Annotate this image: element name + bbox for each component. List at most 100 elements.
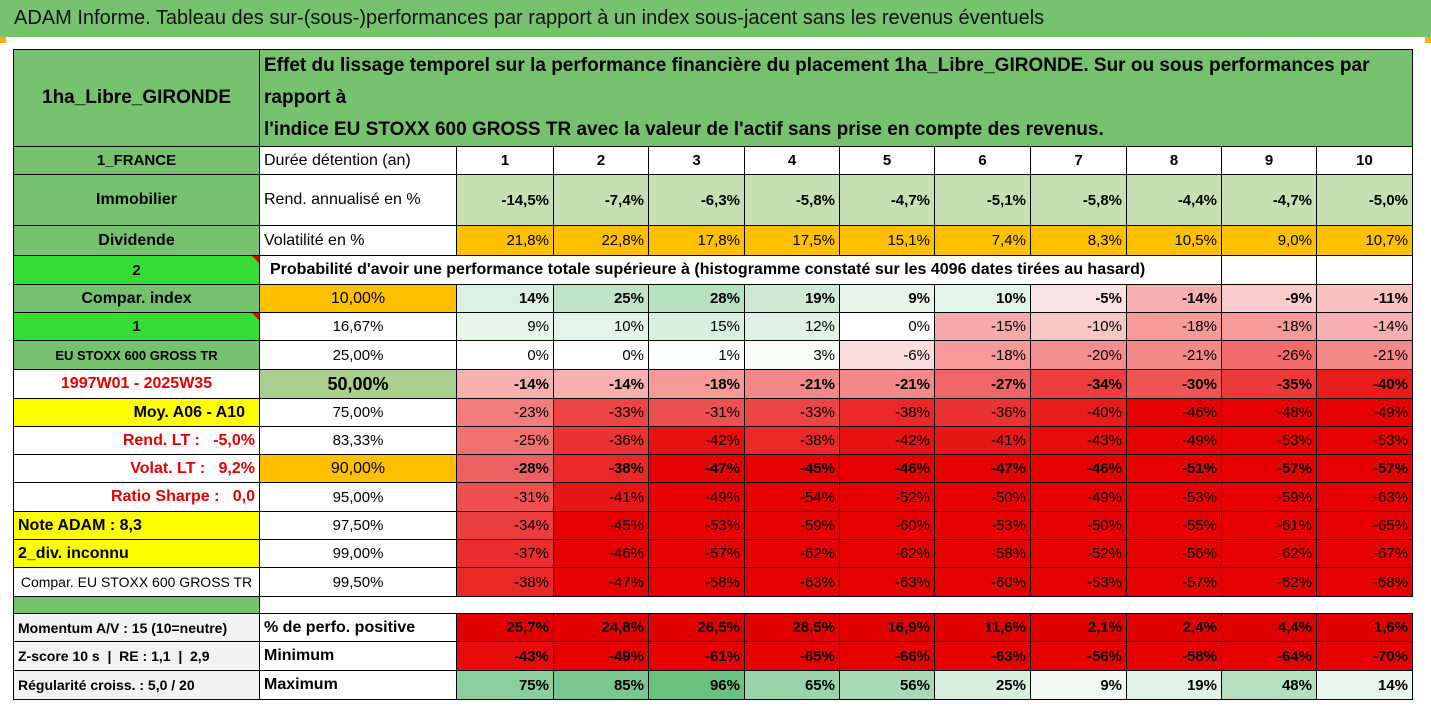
return-row: Immobilier Rend. annualisé en % -14,5% -… (13, 174, 1413, 226)
prob-cell: -46% (1126, 398, 1222, 427)
prob-cell: -53% (1126, 482, 1222, 512)
stat-cell: 65% (744, 670, 840, 700)
return-cell: -7,4% (553, 174, 649, 226)
selector-two[interactable]: 2 (13, 255, 260, 285)
stat-cell: 25,7% (456, 613, 554, 642)
stat-cell: 2,4% (1126, 613, 1222, 642)
stat-label: % de perfo. positive (259, 613, 457, 642)
return-cell: -6,3% (648, 174, 745, 226)
stat-cell: 75% (456, 670, 554, 700)
stat-label: Minimum (259, 641, 457, 671)
prob-cell: 9% (456, 312, 554, 341)
stat-cell: 96% (648, 670, 745, 700)
percentile-cell: 90,00% (259, 454, 457, 483)
percentile-cell: 75,00% (259, 398, 457, 427)
prob-cell: -60% (934, 567, 1031, 597)
stat-cell: 85% (553, 670, 649, 700)
prob-cell: -23% (456, 398, 554, 427)
return-cell: -5,1% (934, 174, 1031, 226)
prob-cell: -18% (648, 369, 745, 399)
probability-row: 1997W01 - 2025W35 50,00% -14% -14% -18% … (13, 369, 1413, 399)
prob-cell: -49% (1030, 482, 1127, 512)
prob-cell: -63% (839, 567, 935, 597)
stat-cell: -65% (744, 641, 840, 671)
prob-cell: 0% (456, 340, 554, 370)
return-cell: -4,4% (1126, 174, 1222, 226)
compar-index-label: Compar. index (13, 284, 260, 313)
return-cell: -4,7% (839, 174, 935, 226)
stat-cell: 2,1% (1030, 613, 1127, 642)
regularity-label: Régularité croiss. : 5,0 / 20 (13, 670, 260, 700)
prob-cell: -35% (1221, 369, 1317, 399)
prob-cell: 28% (648, 284, 745, 313)
spacer-row (13, 596, 1413, 614)
volatility-row: Dividende Volatilité en % 21,8% 22,8% 17… (13, 225, 1413, 256)
performance-table: 1ha_Libre_GIRONDE Effet du lissage tempo… (13, 49, 1413, 700)
probability-row: 2_div. inconnu 99,00% -37% -46% -57% -62… (13, 539, 1413, 568)
prob-cell: -14% (456, 369, 554, 399)
return-cell: -5,8% (744, 174, 840, 226)
prob-cell: -51% (1126, 454, 1222, 483)
prob-cell: -11% (1316, 284, 1413, 313)
year-cell: 3 (648, 146, 745, 175)
rend-lt-label: Rend. LT : -5,0% (13, 426, 260, 455)
zscore-label: Z-score 10 s | RE : 1,1 | 2,9 (13, 641, 260, 671)
volatility-cell: 21,8% (456, 225, 554, 256)
prob-cell: -49% (1316, 398, 1413, 427)
prob-cell: -50% (934, 482, 1031, 512)
stats-row: Momentum A/V : 15 (10=neutre) % de perfo… (13, 613, 1413, 642)
stat-cell: 24,8% (553, 613, 649, 642)
year-cell: 4 (744, 146, 840, 175)
prob-cell: -57% (1126, 567, 1222, 597)
prob-cell: 0% (839, 312, 935, 341)
report-title: ADAM Informe. Tableau des sur-(sous-)per… (0, 0, 1431, 37)
category-label: Immobilier (13, 174, 260, 226)
probability-row: EU STOXX 600 GROSS TR 25,00% 0% 0% 1% 3%… (13, 340, 1413, 370)
index-name-label: EU STOXX 600 GROSS TR (13, 340, 260, 370)
div-label: 2_div. inconnu (13, 539, 260, 568)
volatility-cell: 22,8% (553, 225, 649, 256)
prob-cell: -34% (1030, 369, 1127, 399)
note-label: Note ADAM : 8,3 (13, 511, 260, 540)
spacer-cell (259, 596, 1413, 614)
prob-cell: -40% (1030, 398, 1127, 427)
compar-full-label: Compar. EU STOXX 600 GROSS TR (13, 567, 260, 597)
prob-cell: -45% (553, 511, 649, 540)
stat-cell: 9% (1030, 670, 1127, 700)
prob-cell: -56% (1126, 539, 1222, 568)
sharpe-label: Ratio Sharpe : 0,0 (13, 482, 260, 512)
percentile-cell: 50,00% (259, 369, 457, 399)
prob-cell: 25% (553, 284, 649, 313)
prob-cell: -14% (1316, 312, 1413, 341)
prob-cell: -49% (1126, 426, 1222, 455)
prob-cell: -21% (1316, 340, 1413, 370)
stat-cell: 25% (934, 670, 1031, 700)
percentile-cell: 99,50% (259, 567, 457, 597)
prob-cell: -62% (744, 539, 840, 568)
stat-cell: -64% (1221, 641, 1317, 671)
stat-cell: -63% (934, 641, 1031, 671)
prob-cell: -21% (1126, 340, 1222, 370)
dividend-label: Dividende (13, 225, 260, 256)
probability-row: Compar. EU STOXX 600 GROSS TR 99,50% -38… (13, 567, 1413, 597)
stat-cell: 26,5% (648, 613, 745, 642)
prob-cell: -57% (1316, 454, 1413, 483)
stat-cell: 14% (1316, 670, 1413, 700)
empty-cell (1316, 255, 1413, 285)
prob-cell: -47% (934, 454, 1031, 483)
year-cell: 5 (839, 146, 935, 175)
selector-one[interactable]: 1 (13, 312, 260, 341)
prob-cell: -33% (744, 398, 840, 427)
period-label: 1997W01 - 2025W35 (13, 369, 260, 399)
return-cell: -5,0% (1316, 174, 1413, 226)
year-cell: 1 (456, 146, 554, 175)
prob-cell: -47% (553, 567, 649, 597)
prob-cell: -31% (648, 398, 745, 427)
volatility-cell: 10,5% (1126, 225, 1222, 256)
volatility-cell: 10,7% (1316, 225, 1413, 256)
prob-cell: -31% (456, 482, 554, 512)
prob-cell: -62% (1221, 567, 1317, 597)
return-cell: -4,7% (1221, 174, 1317, 226)
probability-row: Ratio Sharpe : 0,0 95,00% -31% -41% -49%… (13, 482, 1413, 512)
prob-cell: -42% (839, 426, 935, 455)
